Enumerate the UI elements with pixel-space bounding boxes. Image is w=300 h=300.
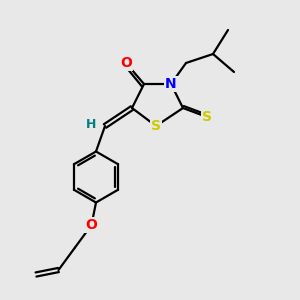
Text: N: N bbox=[165, 77, 177, 91]
Text: H: H bbox=[86, 118, 97, 131]
Text: S: S bbox=[202, 110, 212, 124]
Text: S: S bbox=[151, 119, 161, 133]
Text: O: O bbox=[120, 56, 132, 70]
Text: O: O bbox=[85, 218, 98, 232]
